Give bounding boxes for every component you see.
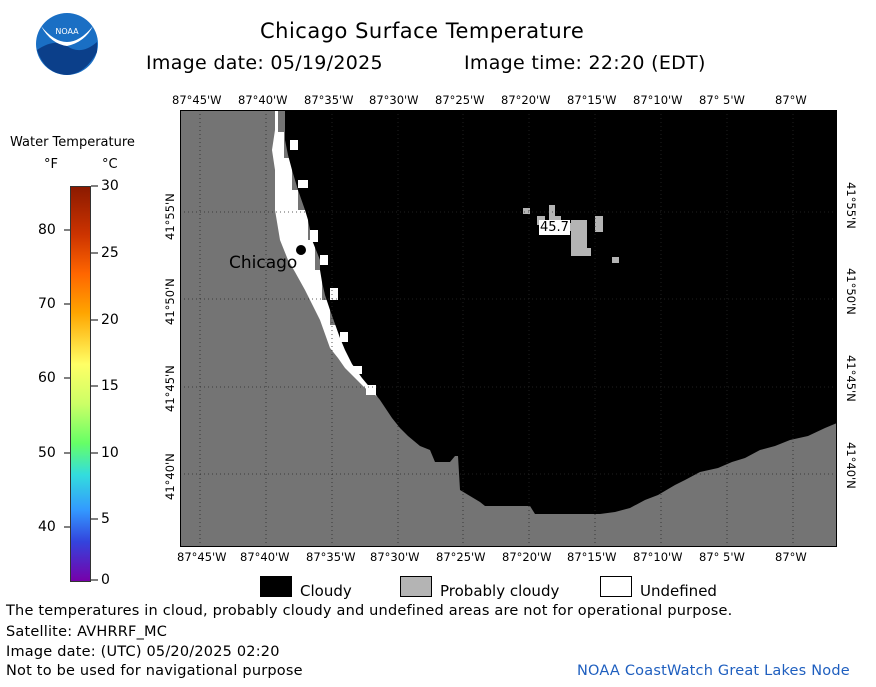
legend-label-probably-cloudy: Probably cloudy — [440, 582, 560, 600]
image-time: Image time: 22:20 (EDT) — [464, 52, 706, 74]
lon-label-top: 87°35'W — [304, 93, 354, 107]
f-tick-label: 40 — [38, 519, 56, 535]
lat-label-right: 41°55'N — [844, 182, 858, 229]
c-tick-label: 25 — [101, 245, 119, 261]
c-tick-label: 15 — [101, 378, 119, 394]
cloudy-area — [285, 110, 837, 514]
lat-label-left: 41°50'N — [163, 278, 177, 325]
legend-swatch-undefined — [600, 576, 632, 597]
map-area — [180, 110, 837, 547]
lat-label-left: 41°55'N — [163, 193, 177, 240]
lon-label-bottom: 87° 5'W — [699, 550, 745, 564]
lon-label-top: 87°45'W — [172, 93, 222, 107]
color-scale-bar — [70, 186, 91, 582]
lon-label-bottom: 87°25'W — [436, 550, 486, 564]
legend-swatch-cloudy — [260, 576, 292, 597]
lat-label-right: 41°45'N — [844, 355, 858, 402]
disclaimer-text: The temperatures in cloud, probably clou… — [6, 603, 733, 619]
c-tick-label: 0 — [101, 572, 110, 588]
noaa-logo: NOAA — [35, 12, 99, 76]
lon-label-top: 87°40'W — [238, 93, 288, 107]
lat-label-left: 41°40'N — [163, 453, 177, 500]
scale-title: Water Temperature — [10, 135, 135, 150]
lon-label-bottom: 87°40'W — [240, 550, 290, 564]
lon-label-bottom: 87°15'W — [567, 550, 617, 564]
lon-label-top: 87°15'W — [567, 93, 617, 107]
lon-label-bottom: 87°30'W — [370, 550, 420, 564]
lon-label-bottom: 87°20'W — [502, 550, 552, 564]
f-tick-label: 70 — [38, 296, 56, 312]
lat-label-right: 41°50'N — [844, 268, 858, 315]
f-tick-label: 80 — [38, 222, 56, 238]
page-title: Chicago Surface Temperature — [260, 19, 585, 43]
lon-label-bottom: 87°10'W — [633, 550, 683, 564]
credit-text: NOAA CoastWatch Great Lakes Node — [577, 663, 850, 679]
legend-label-cloudy: Cloudy — [300, 582, 352, 600]
f-tick-label: 50 — [38, 445, 56, 461]
lon-label-top: 87°10'W — [633, 93, 683, 107]
undefined-area — [272, 110, 425, 405]
navigation-warning: Not to be used for navigational purpose — [6, 663, 303, 679]
c-tick-label: 10 — [101, 445, 119, 461]
image-date: Image date: 05/19/2025 — [146, 52, 383, 74]
chicago-marker — [296, 245, 306, 255]
c-tick-label: 5 — [101, 511, 110, 527]
lon-label-bottom: 87°W — [775, 550, 807, 564]
c-tick-label: 30 — [101, 178, 119, 194]
noaa-logo-text: NOAA — [55, 27, 79, 36]
lon-label-top: 87°W — [775, 93, 807, 107]
satellite-text: Satellite: AVHRRF_MC — [6, 624, 168, 640]
scale-ticks — [64, 185, 98, 581]
lon-label-top: 87°30'W — [369, 93, 419, 107]
lat-label-left: 41°45'N — [163, 365, 177, 412]
lon-label-top: 87°25'W — [435, 93, 485, 107]
c-tick-label: 20 — [101, 312, 119, 328]
unit-fahrenheit: °F — [44, 157, 58, 172]
unit-celsius: °C — [102, 157, 118, 172]
lat-label-right: 41°40'N — [844, 442, 858, 489]
legend-label-undefined: Undefined — [640, 582, 717, 600]
city-label-chicago: Chicago — [229, 253, 298, 273]
temperature-value-label: 45.7 — [539, 220, 570, 235]
graticule — [180, 110, 837, 547]
lon-label-top: 87°20'W — [501, 93, 551, 107]
lon-label-bottom: 87°45'W — [177, 550, 227, 564]
lon-label-top: 87° 5'W — [699, 93, 745, 107]
f-tick-label: 60 — [38, 370, 56, 386]
lon-label-bottom: 87°35'W — [306, 550, 356, 564]
legend-swatch-probably-cloudy — [400, 576, 432, 597]
utc-date-text: Image date: (UTC) 05/20/2025 02:20 — [6, 644, 280, 660]
